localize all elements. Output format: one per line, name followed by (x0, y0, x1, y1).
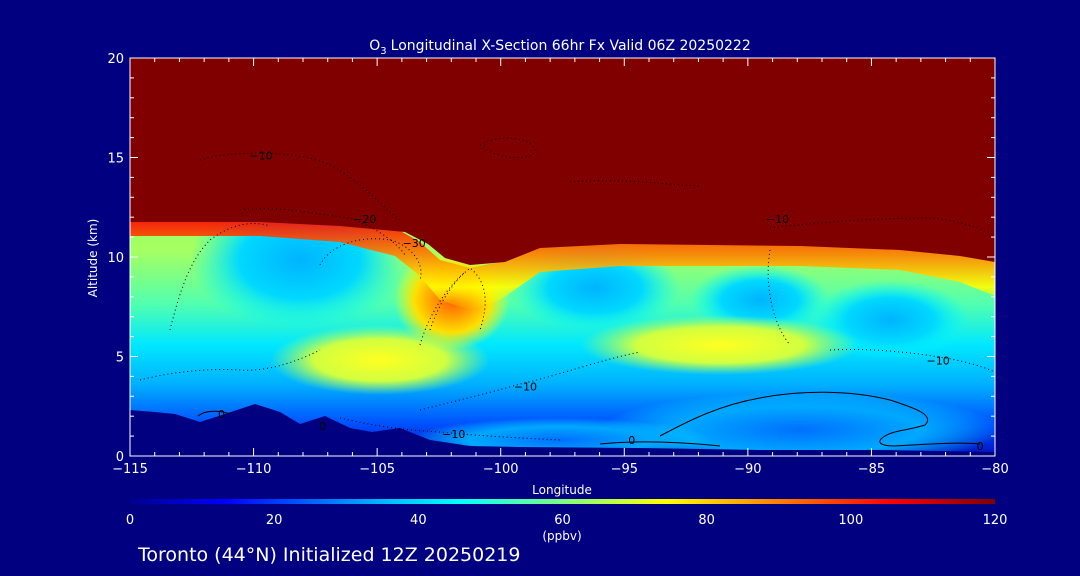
contour-fold-core2 (419, 271, 466, 346)
y-tick-label: 20 (107, 52, 124, 67)
axis-ticks (129, 57, 996, 457)
colorbar-unit-label: (ppbv) (542, 529, 581, 543)
location-label: Toronto (44°N) Initialized 12Z 20250219 (137, 544, 521, 566)
contour-neg10-surface (339, 417, 561, 441)
contour-label: −10 (249, 150, 272, 163)
contour-upper-loop (479, 137, 536, 159)
colorbar-tick-label: 20 (266, 513, 283, 528)
y-tick-label: 15 (107, 152, 124, 167)
contour-zero-west (197, 410, 231, 417)
x-tick-label: −110 (236, 462, 272, 477)
colorbar-tick-labels: 0 20 40 60 80 100 120 (126, 513, 1008, 528)
stratosphere-region (130, 58, 995, 265)
contour-label: −10 (514, 380, 537, 393)
contour-label: −10 (442, 428, 465, 441)
x-tick-label: −100 (483, 462, 519, 477)
y-tick-label: 0 (116, 450, 124, 465)
title-species: O (369, 38, 380, 54)
contour-neg20 (239, 208, 406, 256)
contour-zero-surface (599, 441, 721, 447)
title-subscript: 3 (380, 46, 386, 57)
contour-label: −20 (353, 213, 376, 226)
terrain (130, 404, 995, 456)
colorbar-tick-label: 60 (554, 513, 571, 528)
contour-label: 0 (628, 434, 635, 447)
contour-neg30 (319, 238, 422, 281)
x-tick-label: −85 (858, 462, 885, 477)
blob-yellow-mid (580, 315, 860, 375)
y-axis-title: Altitude (km) (86, 219, 100, 298)
x-tick-label: −115 (112, 462, 148, 477)
contour-lines (139, 137, 995, 447)
contour-zero-east (659, 391, 981, 447)
colorbar (130, 499, 995, 504)
contour-neg10-east (769, 217, 995, 237)
y-tick-label: 10 (107, 251, 124, 266)
colorbar-tick-label: 0 (126, 513, 134, 528)
contour-upper-east (569, 180, 701, 187)
contour-label: −10 (927, 354, 950, 367)
chart-title: O3 Longitudinal X-Section 66hr Fx Valid 0… (369, 38, 751, 57)
contour-label: 0 (319, 420, 326, 433)
x-tick-label: −105 (359, 462, 395, 477)
colorbar-tick-label: 100 (838, 513, 863, 528)
contour-label: 0 (977, 440, 984, 453)
contour-label: −30 (403, 237, 426, 250)
contour-labels: −10 −20 −30 −10 −10 −10 −10 0 0 0 0 (218, 150, 984, 454)
x-axis-title: Longitude (532, 483, 592, 497)
contour-west-low (139, 349, 321, 381)
contour-label: 0 (218, 408, 225, 421)
colorbar-tick-label: 120 (983, 513, 1008, 528)
title-main: Longitudinal X-Section 66hr Fx Valid 06Z… (391, 38, 751, 54)
x-tick-label: −80 (981, 462, 1008, 477)
x-tick-label: −90 (734, 462, 761, 477)
x-tick-label: −95 (611, 462, 638, 477)
colorbar-tick-label: 40 (410, 513, 427, 528)
contour-neg10-upper (199, 152, 401, 221)
colorbar-tick-label: 80 (698, 513, 715, 528)
plot-area: −10 −20 −30 −10 −10 −10 −10 0 0 0 0 (130, 58, 995, 456)
contour-label: −10 (766, 213, 789, 226)
y-tick-label: 5 (116, 351, 124, 366)
